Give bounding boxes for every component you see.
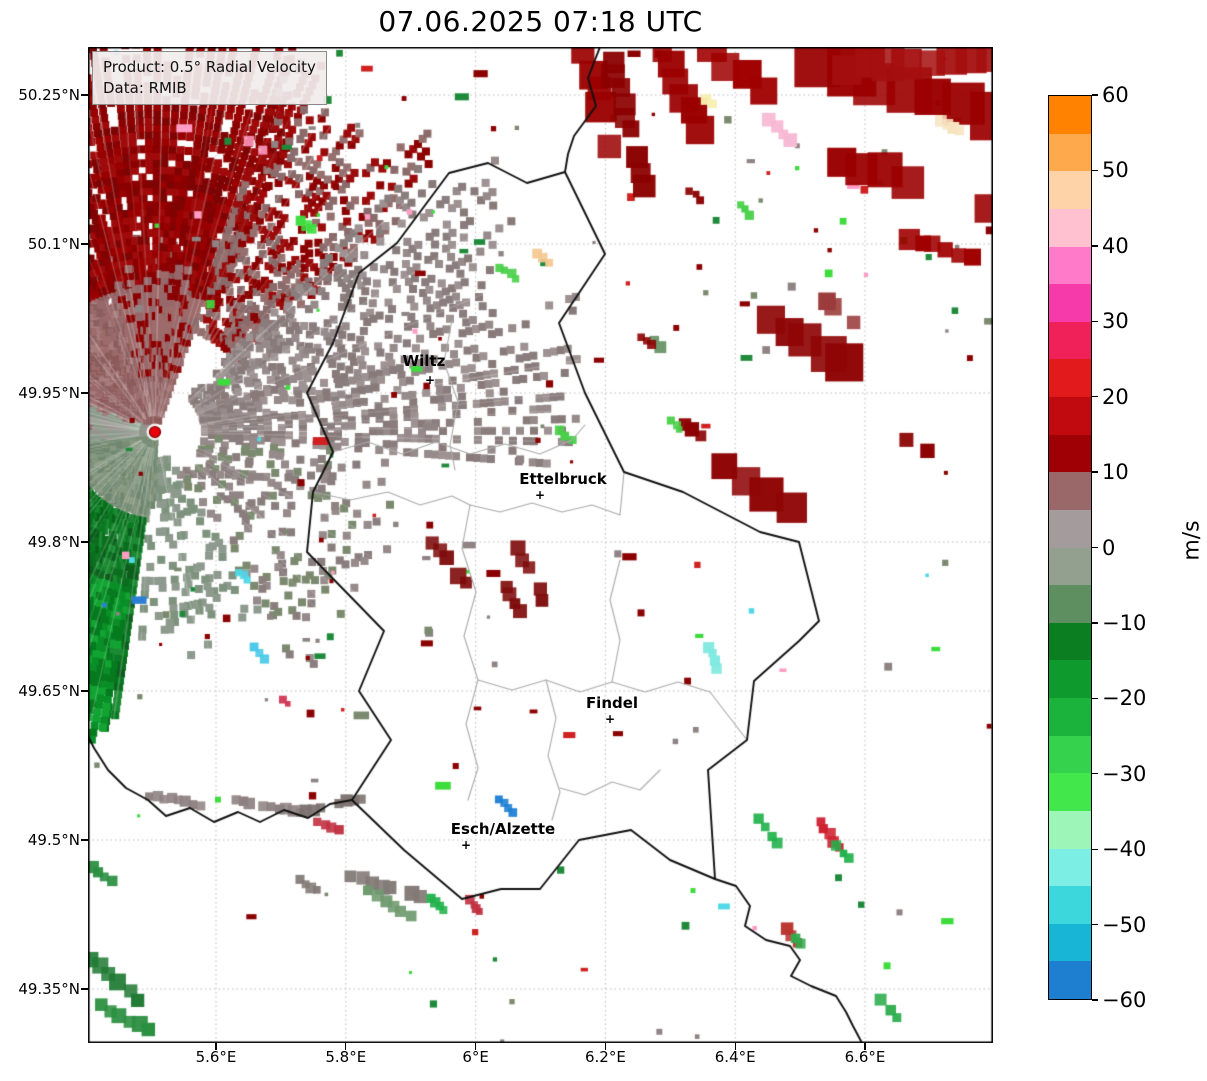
colorbar-tick-mark <box>1092 773 1098 775</box>
colorbar-segment <box>1049 397 1091 435</box>
colorbar-segment <box>1049 359 1091 397</box>
city-marker-ettelbruck: + <box>535 488 546 502</box>
lon-tick-label: 6.6°E <box>844 1048 886 1066</box>
colorbar-tick-label: 60 <box>1102 83 1129 107</box>
lon-tick-mark <box>734 1043 736 1050</box>
lat-tick-mark <box>81 839 88 841</box>
lat-tick-mark <box>81 690 88 692</box>
city-marker-findel: + <box>605 712 616 726</box>
colorbar-segment <box>1049 886 1091 924</box>
colorbar-segment <box>1049 585 1091 623</box>
city-label-wiltz: Wiltz <box>402 352 446 370</box>
colorbar-tick-mark <box>1092 697 1098 700</box>
colorbar-tick-label: 10 <box>1102 460 1129 485</box>
lon-tick-mark <box>345 1043 347 1050</box>
colorbar-tick-mark <box>1092 622 1098 624</box>
colorbar-segment <box>1049 472 1091 510</box>
city-label-esch-alzette: Esch/Alzette <box>450 820 556 838</box>
colorbar-segment <box>1049 171 1091 209</box>
lon-tick-label: 6.4°E <box>714 1048 756 1066</box>
colorbar-tick-label: 20 <box>1102 384 1129 409</box>
colorbar-tick-mark <box>1092 320 1098 322</box>
colorbar-segment <box>1049 735 1091 774</box>
lat-tick-label: 49.5°N <box>27 831 80 849</box>
colorbar-tick-label: 0 <box>1102 535 1116 560</box>
colorbar-segment <box>1049 660 1091 698</box>
colorbar-tick-label: −40 <box>1102 837 1147 862</box>
lon-tick-mark <box>604 1043 607 1050</box>
colorbar-segment <box>1049 434 1091 473</box>
colorbar-tick-mark <box>1092 471 1098 473</box>
colorbar-tick-mark <box>1092 169 1098 172</box>
lat-tick-mark <box>81 243 88 245</box>
lat-tick-mark <box>81 988 88 990</box>
colorbar-tick-label: −10 <box>1102 610 1147 635</box>
colorbar-segment <box>1049 622 1091 661</box>
radar-map-canvas <box>88 47 993 1043</box>
lat-tick-label: 49.65°N <box>18 682 80 700</box>
lat-tick-mark <box>81 541 88 543</box>
product-info-box: Product: 0.5° Radial Velocity Data: RMIB <box>92 51 327 105</box>
city-marker-esch-alzette: + <box>461 838 472 852</box>
lat-tick-label: 50.25°N <box>18 86 80 104</box>
lon-tick-label: 6°E <box>462 1048 489 1066</box>
lon-tick-label: 5.8°E <box>325 1048 367 1066</box>
colorbar-segment <box>1049 698 1091 736</box>
colorbar-tick-label: 50 <box>1102 158 1129 183</box>
colorbar-tick-mark <box>1092 923 1098 926</box>
colorbar-segment <box>1049 96 1091 134</box>
lon-tick-mark <box>864 1043 866 1050</box>
colorbar-tick-mark <box>1092 999 1098 1001</box>
lat-tick-mark <box>81 392 88 394</box>
colorbar-tick-mark <box>1092 94 1098 96</box>
colorbar <box>1048 95 1092 1000</box>
lat-tick-label: 49.8°N <box>27 533 80 551</box>
colorbar-segment <box>1049 208 1091 247</box>
city-label-findel: Findel <box>585 694 639 712</box>
colorbar-segment <box>1049 321 1091 360</box>
colorbar-segment <box>1049 246 1091 285</box>
lon-tick-mark <box>475 1043 477 1050</box>
data-source-label: Data: RMIB <box>103 79 187 97</box>
colorbar-segment <box>1049 284 1091 322</box>
lon-tick-mark <box>215 1043 217 1050</box>
colorbar-segment <box>1049 773 1091 811</box>
lon-tick-label: 5.6°E <box>195 1048 237 1066</box>
map-title: 07.06.2025 07:18 UTC <box>378 5 703 38</box>
colorbar-segment <box>1049 810 1091 849</box>
colorbar-tick-label: 30 <box>1102 309 1129 334</box>
colorbar-segment <box>1049 848 1091 887</box>
colorbar-segment <box>1049 547 1091 586</box>
colorbar-tick-mark <box>1092 546 1098 549</box>
colorbar-tick-label: −20 <box>1102 686 1147 711</box>
colorbar-tick-label: 40 <box>1102 233 1129 258</box>
colorbar-tick-mark <box>1092 245 1098 247</box>
lat-tick-label: 49.35°N <box>18 980 80 998</box>
lat-tick-label: 50.1°N <box>27 235 80 253</box>
lat-tick-label: 49.95°N <box>18 384 80 402</box>
colorbar-tick-label: −60 <box>1102 988 1147 1012</box>
colorbar-segment <box>1049 509 1091 548</box>
colorbar-unit-label: m/s <box>1179 520 1205 561</box>
lon-tick-label: 6.2°E <box>584 1048 626 1066</box>
product-label: Product: 0.5° Radial Velocity <box>103 58 316 76</box>
colorbar-tick-mark <box>1092 396 1098 398</box>
city-label-ettelbruck: Ettelbruck <box>519 470 607 488</box>
lat-tick-mark <box>81 94 88 96</box>
colorbar-tick-label: −30 <box>1102 761 1147 786</box>
colorbar-segment <box>1049 961 1091 999</box>
city-marker-wiltz: + <box>425 373 436 387</box>
colorbar-segment <box>1049 133 1091 172</box>
colorbar-tick-mark <box>1092 848 1098 850</box>
colorbar-segment <box>1049 923 1091 962</box>
colorbar-tick-label: −50 <box>1102 912 1147 937</box>
